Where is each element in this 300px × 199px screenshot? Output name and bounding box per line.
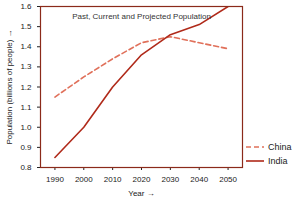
- svg-text:2010: 2010: [104, 175, 122, 184]
- svg-text:1.0: 1.0: [20, 123, 32, 132]
- svg-text:1.5: 1.5: [20, 22, 32, 31]
- svg-text:2050: 2050: [219, 175, 237, 184]
- svg-text:2020: 2020: [133, 175, 151, 184]
- svg-text:Population (billions of people: Population (billions of people) →: [5, 29, 14, 144]
- svg-text:0.9: 0.9: [20, 143, 32, 152]
- html-text:India: India: [268, 156, 288, 166]
- svg-text:1.3: 1.3: [20, 62, 32, 71]
- svg-text:Past, Current and Projected Po: Past, Current and Projected Population: [72, 12, 211, 21]
- svg-text:1990: 1990: [46, 175, 64, 184]
- svg-text:2000: 2000: [75, 175, 93, 184]
- svg-text:1.1: 1.1: [20, 103, 32, 112]
- svg-text:1.4: 1.4: [20, 42, 32, 51]
- html-text:China: China: [268, 142, 292, 152]
- svg-text:Year →: Year →: [128, 189, 154, 198]
- svg-text:2040: 2040: [190, 175, 208, 184]
- svg-text:1.6: 1.6: [20, 2, 32, 11]
- svg-text:1.2: 1.2: [20, 83, 32, 92]
- svg-text:2030: 2030: [161, 175, 179, 184]
- svg-text:0.8: 0.8: [20, 163, 32, 172]
